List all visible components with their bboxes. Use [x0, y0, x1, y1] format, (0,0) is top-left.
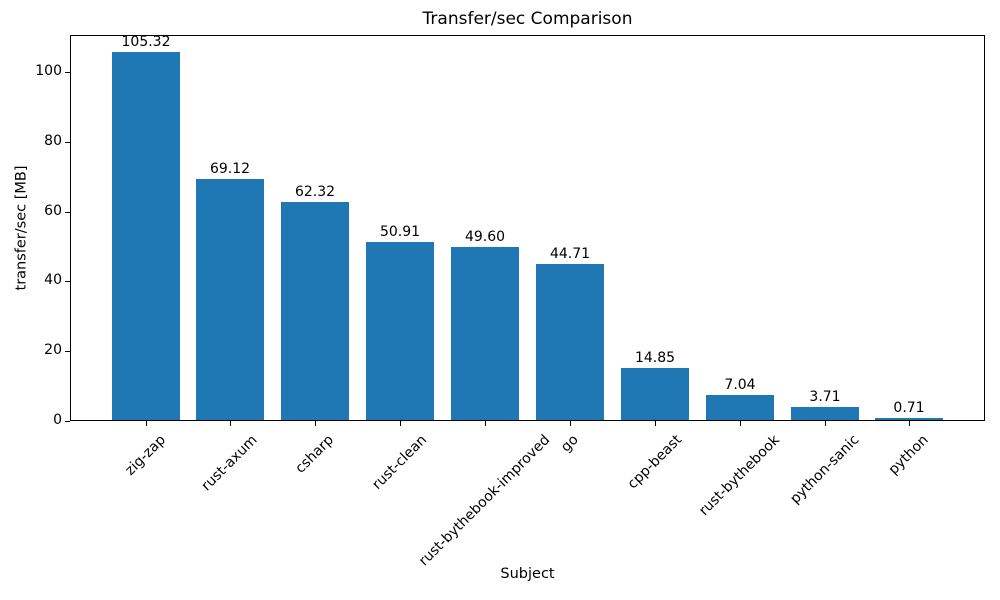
x-tick-mark: [570, 421, 571, 426]
bar-value-label: 0.71: [893, 400, 925, 416]
y-tick-label: 20: [44, 342, 62, 358]
y-tick-mark: [65, 212, 70, 213]
x-tick-label: rust-bythebook: [696, 432, 783, 519]
x-tick-label: rust-axum: [198, 432, 261, 495]
y-tick-label: 40: [44, 272, 62, 288]
x-tick-mark: [315, 421, 316, 426]
x-tick-label: rust-bythebook-improved: [416, 432, 554, 570]
y-tick-mark: [65, 72, 70, 73]
x-axis-title: Subject: [500, 566, 555, 582]
bar: [112, 52, 180, 420]
x-tick-mark: [825, 421, 826, 426]
bar-value-label: 49.60: [464, 229, 506, 245]
bar-value-label: 69.12: [209, 161, 251, 177]
bar: [451, 247, 519, 420]
y-tick-mark: [65, 281, 70, 282]
bar-value-label: 62.32: [294, 184, 336, 200]
bar: [366, 242, 434, 420]
x-tick-mark: [146, 421, 147, 426]
bar: [791, 407, 859, 420]
bar-value-label: 44.71: [549, 246, 591, 262]
y-tick-label: 100: [35, 63, 62, 79]
x-tick-label: python-sanic: [787, 431, 863, 508]
chart-title: Transfer/sec Comparison: [422, 9, 633, 29]
bar-value-label: 14.85: [634, 350, 676, 366]
bar: [706, 395, 774, 420]
bar: [536, 264, 604, 420]
y-tick-mark: [65, 421, 70, 422]
x-tick-mark: [485, 421, 486, 426]
x-tick-label: rust-clean: [369, 431, 431, 493]
x-tick-mark: [230, 421, 231, 426]
plot-area: [70, 35, 985, 421]
y-tick-mark: [65, 351, 70, 352]
bar-value-label: 50.91: [379, 224, 421, 240]
x-tick-mark: [655, 421, 656, 426]
bar-value-label: 3.71: [809, 389, 841, 405]
x-tick-label: python: [885, 432, 932, 478]
bar: [875, 418, 943, 420]
bar: [196, 179, 264, 420]
bar: [621, 368, 689, 420]
bar-value-label: 7.04: [724, 377, 756, 393]
y-tick-label: 80: [44, 133, 62, 149]
x-tick-mark: [909, 421, 910, 426]
x-tick-label: zig-zap: [122, 432, 169, 479]
y-tick-label: 0: [53, 412, 62, 428]
x-tick-mark: [400, 421, 401, 426]
x-tick-mark: [740, 421, 741, 426]
bar: [281, 202, 349, 420]
y-tick-label: 60: [44, 203, 62, 219]
y-tick-mark: [65, 142, 70, 143]
x-tick-label: cpp-beast: [624, 431, 686, 493]
bar-value-label: 105.32: [121, 34, 171, 50]
x-tick-label: csharp: [292, 431, 338, 477]
x-tick-label: go: [558, 431, 582, 456]
